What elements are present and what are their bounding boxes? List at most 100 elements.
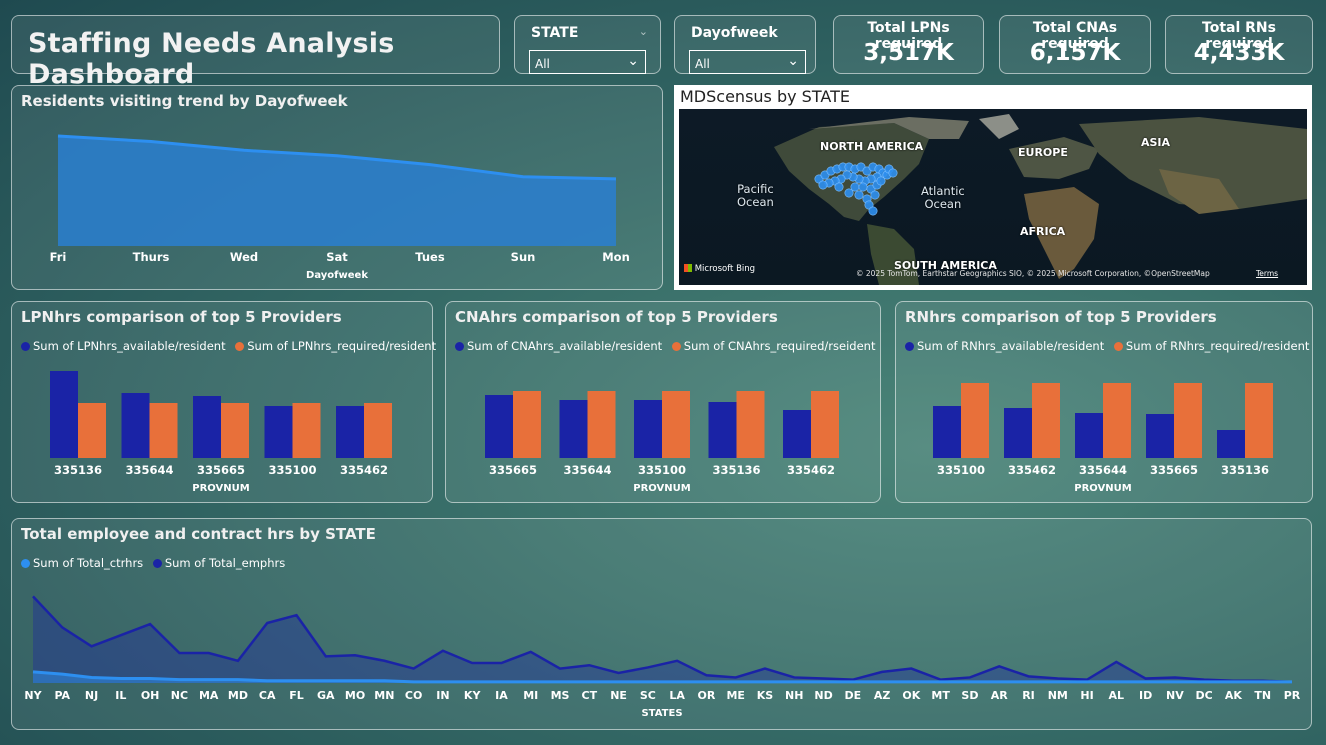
legend-item-available[interactable]: Sum of CNAhrs_available/resident <box>455 339 662 353</box>
lpn-chart[interactable]: 335136 335644 335665 335100 335462 PROVNUM <box>12 302 432 502</box>
bar-required[interactable] <box>1032 383 1060 458</box>
trend-line[interactable] <box>57 134 617 181</box>
lpn-panel[interactable]: LPNhrs comparison of top 5 Providers Sum… <box>11 301 436 503</box>
rn-panel[interactable]: RNhrs comparison of top 5 Providers Sum … <box>895 301 1313 503</box>
trend-panel[interactable]: Residents visiting trend by Dayofweek Fr… <box>11 85 663 290</box>
map-canvas[interactable]: NORTH AMERICA EUROPE ASIA AFRICA SOUTH A… <box>679 109 1307 285</box>
x-tick-label: 335136 <box>712 463 760 477</box>
legend-label: Sum of CNAhrs_available/resident <box>467 339 663 353</box>
bar-available[interactable] <box>264 406 293 458</box>
map-bubble[interactable] <box>834 182 844 192</box>
bar-available[interactable] <box>50 371 78 458</box>
bar-available[interactable] <box>559 400 588 458</box>
bar-required[interactable] <box>1245 383 1273 458</box>
legend-item-required[interactable]: Sum of LPNhrs_required/resident <box>235 339 436 353</box>
emphrs-line[interactable] <box>32 595 1293 684</box>
x-tick-label: ME <box>726 689 744 702</box>
map-panel[interactable]: MDScensus by STATE NORTH AMERICA EUROPE … <box>674 85 1312 290</box>
bar-required[interactable] <box>221 403 249 458</box>
x-tick-label: CO <box>405 689 422 702</box>
kpi-label: Total RNs required <box>1202 20 1276 52</box>
legend-item-available[interactable]: Sum of RNhrs_available/resident <box>905 339 1104 353</box>
bar-available[interactable] <box>933 406 961 458</box>
bar-required[interactable] <box>736 391 765 458</box>
bar-available[interactable] <box>336 406 364 458</box>
bar-required[interactable] <box>1174 383 1202 458</box>
map-bubble[interactable] <box>868 206 878 216</box>
bar-available[interactable] <box>634 400 662 458</box>
dayofweek-dropdown[interactable]: All ⌄ <box>689 50 806 74</box>
x-tick-label: IN <box>436 689 449 702</box>
map-bubble[interactable] <box>854 190 864 200</box>
bar-required[interactable] <box>513 391 541 458</box>
bar-available[interactable] <box>193 396 221 458</box>
x-tick-label: AL <box>1109 689 1125 702</box>
map-bubble[interactable] <box>888 168 898 178</box>
bar-required[interactable] <box>78 403 106 458</box>
state-dropdown[interactable]: All ⌄ <box>529 50 646 74</box>
x-tick-label: SD <box>961 689 978 702</box>
slicer-menu-icon[interactable]: ⌄ <box>638 25 648 38</box>
legend-item-required[interactable]: Sum of RNhrs_required/resident <box>1113 339 1309 353</box>
bar-required[interactable] <box>149 403 178 458</box>
map-terms-link[interactable]: Terms <box>1256 269 1279 278</box>
legend-label: Sum of CNAhrs_required/rseident <box>683 339 876 353</box>
ctrhrs-line[interactable] <box>32 670 1292 684</box>
legend-item-available[interactable]: Sum of LPNhrs_available/resident <box>21 339 226 353</box>
x-tick-label: 335665 <box>489 463 537 477</box>
legend-dot-icon <box>1113 342 1123 351</box>
map-bubble[interactable] <box>858 182 868 192</box>
x-tick-label: 335462 <box>340 463 388 477</box>
legend-item-ctrhrs[interactable]: Sum of Total_ctrhrs <box>21 556 143 570</box>
emphrs-area <box>33 596 1292 683</box>
dayofweek-slicer[interactable]: Dayofweek All ⌄ <box>674 15 816 74</box>
legend-label: Sum of LPNhrs_required/resident <box>247 339 437 353</box>
legend-item-required[interactable]: Sum of CNAhrs_required/rseident <box>671 339 876 353</box>
bar-available[interactable] <box>121 393 150 458</box>
bar-available[interactable] <box>1217 430 1245 458</box>
trend-chart[interactable]: Fri Thurs Wed Sat Tues Sun Mon Dayofweek <box>12 86 662 289</box>
chevron-down-icon[interactable]: ⌄ <box>787 53 799 69</box>
x-tick-label: 335100 <box>937 463 985 477</box>
states-panel[interactable]: Total employee and contract hrs by STATE… <box>11 518 1312 730</box>
bar-available[interactable] <box>1004 408 1032 458</box>
cna-panel[interactable]: CNAhrs comparison of top 5 Providers Sum… <box>445 301 881 503</box>
x-tick-label: AR <box>991 689 1009 702</box>
trend-title: Residents visiting trend by Dayofweek <box>21 92 348 110</box>
legend-item-emphrs[interactable]: Sum of Total_emphrs <box>152 556 285 570</box>
cna-chart[interactable]: 335665 335644 335100 335136 335462 PROVNUM <box>446 302 880 502</box>
bar-available[interactable] <box>485 395 513 458</box>
x-tick-label: GA <box>317 689 335 702</box>
lpn-title: LPNhrs comparison of top 5 Providers <box>21 308 342 326</box>
map-label-pacific-ocean: Pacific Ocean <box>737 182 774 209</box>
map-label-asia: ASIA <box>1141 136 1171 149</box>
map-bubble[interactable] <box>870 190 880 200</box>
legend-dot-icon <box>235 342 245 351</box>
x-tick-label: KY <box>464 689 482 702</box>
bar-available[interactable] <box>1146 414 1174 458</box>
map-bubble[interactable] <box>818 180 828 190</box>
legend-dot-icon <box>21 342 30 351</box>
bar-required[interactable] <box>587 391 616 458</box>
states-chart[interactable]: NY PA NJ IL OH NC MA MD CA FL GA MO MN CO IN KY IA MI MS CT… <box>12 519 1311 729</box>
bar-available[interactable] <box>783 410 811 458</box>
bar-required[interactable] <box>961 383 989 458</box>
x-tick-label: ND <box>814 689 832 702</box>
x-tick-label: OK <box>902 689 920 702</box>
bar-required[interactable] <box>364 403 392 458</box>
map-bubble[interactable] <box>876 176 886 186</box>
bar-available[interactable] <box>1075 413 1103 458</box>
x-tick-label: Tues <box>415 250 445 264</box>
map-bubbles[interactable] <box>679 109 1307 285</box>
bar-required[interactable] <box>811 391 839 458</box>
state-slicer[interactable]: STATE ⌄ All ⌄ <box>514 15 661 74</box>
chevron-down-icon[interactable]: ⌄ <box>627 53 639 69</box>
bar-available[interactable] <box>708 402 737 458</box>
bar-required[interactable] <box>1103 383 1131 458</box>
map-label-south-america: SOUTH AMERICA <box>894 259 997 272</box>
cna-legend: Sum of CNAhrs_available/resident Sum of … <box>455 339 881 353</box>
bar-required[interactable] <box>662 391 690 458</box>
rn-chart[interactable]: 335100 335462 335644 335665 335136 PROVNUM <box>896 302 1312 502</box>
bar-required[interactable] <box>292 403 321 458</box>
map-bubble[interactable] <box>844 188 854 198</box>
